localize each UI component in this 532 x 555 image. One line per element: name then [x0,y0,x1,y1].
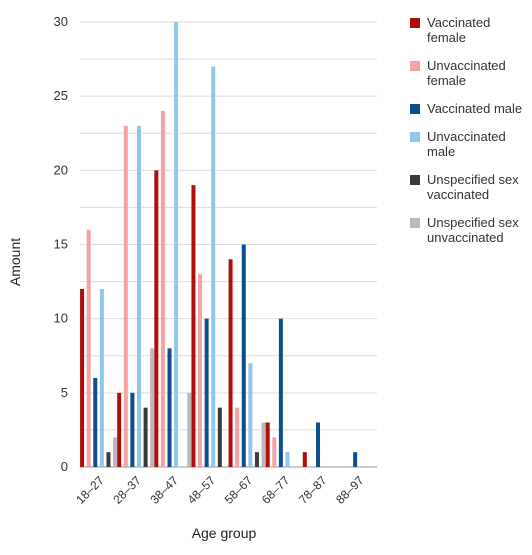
y-tick-label: 0 [61,459,68,474]
y-axis-label: Amount [7,238,23,286]
bar-unspecified-vaccinated [106,452,111,467]
legend-swatch [410,175,420,185]
bar-vaccinated-male [353,452,358,467]
x-tick-label: 88–97 [333,473,367,507]
bar-unvaccinated-female [272,437,277,467]
x-tick-label: 18–27 [73,473,107,507]
bar-vaccinated-male [130,392,135,467]
y-tick-label: 10 [54,311,68,326]
bar-vaccinated-female [228,259,233,467]
legend-swatch [410,218,420,228]
legend-swatch [410,132,420,142]
bar-vaccinated-male [278,318,283,467]
legend-label: Vaccinated female [427,15,490,45]
bar-vaccinated-female [302,452,307,467]
bar-vaccinated-female [265,422,270,467]
bar-vaccinated-male [93,378,98,467]
legend-label: Unvaccinated male [427,129,506,159]
bar-unvaccinated-female [235,407,240,467]
x-tick-label: 48–57 [185,473,219,507]
bar-unspecified-unvaccinated [261,422,266,467]
legend-label: Vaccinated male [427,101,522,116]
bar-unvaccinated-male [248,363,253,467]
bar-unvaccinated-male [211,66,216,467]
x-tick-label: 38–47 [147,473,181,507]
y-tick-label: 30 [54,14,68,29]
y-tick-label: 5 [61,385,68,400]
x-tick-label: 58–67 [222,473,256,507]
legend-swatch [410,104,420,114]
bar-vaccinated-female [191,185,196,467]
bar-unvaccinated-male [99,289,104,467]
bar-unvaccinated-female [86,229,91,467]
bar-unvaccinated-female [123,125,128,467]
bar-vaccinated-male [241,244,246,467]
bar-unspecified-vaccinated [254,452,259,467]
bar-vaccinated-male [167,348,172,467]
bar-unspecified-unvaccinated [150,348,155,467]
bar-unspecified-unvaccinated [113,437,118,467]
x-tick-label: 28–37 [110,473,144,507]
bar-vaccinated-male [316,422,321,467]
bar-unspecified-unvaccinated [187,392,192,467]
y-tick-label: 15 [54,237,68,252]
x-tick-label: 78–87 [296,473,330,507]
y-tick-label: 20 [54,162,68,177]
bar-unspecified-vaccinated [143,407,148,467]
y-axis-ticks: 0 5 10 15 20 25 30 [54,14,68,474]
bar-unvaccinated-female [160,111,165,467]
legend-swatch [410,18,420,28]
bar-vaccinated-female [117,392,122,467]
gridlines [80,21,377,468]
bar-vaccinated-male [204,318,209,467]
bar-unvaccinated-male [136,125,141,467]
bars [80,22,358,468]
legend-label: Unspecified sex unvaccinated [427,215,519,245]
x-tick-label: 68–77 [259,473,293,507]
legend: Vaccinated female Unvaccinated female Vaccin… [410,15,522,245]
bar-vaccinated-female [154,170,159,468]
legend-label: Unvaccinated female [427,58,506,88]
y-tick-label: 25 [54,88,68,103]
bar-unvaccinated-female [198,274,203,467]
legend-swatch [410,61,420,71]
bar-unvaccinated-male [285,452,290,467]
bar-unvaccinated-male [174,22,179,467]
x-axis-label: Age group [192,525,257,541]
legend-label: Unspecified sex vaccinated [427,172,519,202]
bar-unspecified-vaccinated [217,407,222,467]
bar-vaccinated-female [80,289,85,467]
x-axis-ticks: 18–27 28–37 38–47 48–57 58–67 68–77 78–87 88–97 [73,473,367,507]
